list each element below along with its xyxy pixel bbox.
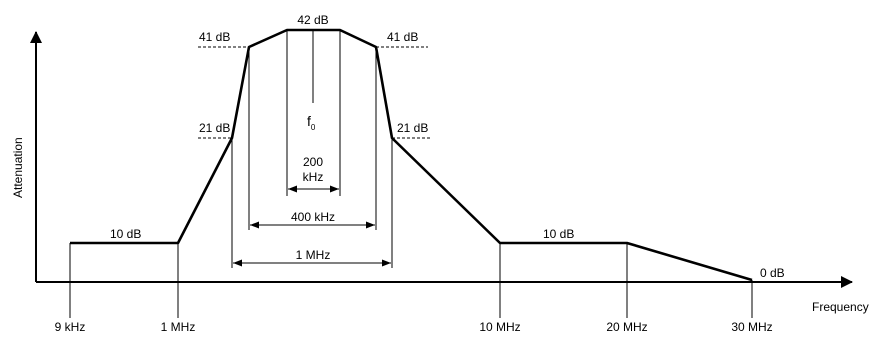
x-axis-label: Frequency [812,300,869,314]
bw1mhz-label: 1 MHz [296,248,331,262]
bw400-label: 400 kHz [291,210,335,224]
tick-label-9khz: 9 kHz [55,320,86,334]
y-axis-label: Attenuation [11,137,25,198]
center-frequency-label: f0 [307,113,316,132]
level-label-left-10: 10 dB [110,227,141,241]
bw200-label-line2: kHz [303,170,324,184]
tick-label-10mhz: 10 MHz [479,320,520,334]
level-label-right-41: 41 dB [387,30,418,44]
center-frequency-subscript: 0 [311,123,316,132]
level-label-right-10: 10 dB [543,227,574,241]
attenuation-mask-curve [70,30,752,280]
level-label-end-0: 0 dB [760,266,785,280]
tick-label-1mhz: 1 MHz [161,320,196,334]
level-label-left-41: 41 dB [199,30,230,44]
bw200-label-line1: 200 [303,155,323,169]
tick-label-20mhz: 20 MHz [606,320,647,334]
tick-label-30mhz: 30 MHz [731,320,772,334]
level-label-top-42: 42 dB [297,13,328,27]
level-label-left-21: 21 dB [199,121,230,135]
level-label-right-21: 21 dB [397,121,428,135]
